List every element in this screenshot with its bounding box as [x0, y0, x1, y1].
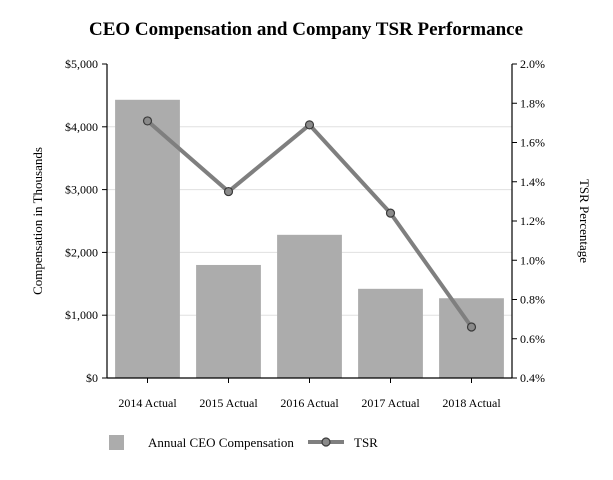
y-tick-label: $5,000 [65, 57, 98, 71]
tsr-point-5 [466, 322, 477, 332]
y-axis-label: Compensation in Thousands [30, 147, 45, 295]
y2-tick-label: 1.2% [520, 214, 545, 228]
legend-bar-swatch [109, 435, 124, 450]
x-tick-label: 2014 Actual [118, 396, 177, 410]
y2-tick-label: 1.0% [520, 253, 545, 267]
y2-tick-label: 2.0% [520, 57, 545, 71]
legend: Annual CEO Compensation TSR [109, 435, 378, 450]
legend-line-marker [321, 437, 331, 447]
y2-tick-label: 1.6% [520, 136, 545, 150]
bars [115, 99, 504, 379]
y-tick-label: $2,000 [65, 245, 98, 259]
y2-tick-label: 0.8% [520, 293, 545, 307]
y2-tick-label: 1.4% [520, 175, 545, 189]
legend-bar-label: Annual CEO Compensation [148, 435, 294, 450]
y-tick-label: $4,000 [65, 120, 98, 134]
y-tick-label: $3,000 [65, 183, 98, 197]
bar-2 [196, 264, 261, 378]
y2-tick-label: 1.8% [520, 96, 545, 110]
y2-tick-label: 0.4% [520, 371, 545, 385]
y-tick-label: $1,000 [65, 308, 98, 322]
legend-line-label: TSR [354, 435, 378, 450]
y2-tick-label: 0.6% [520, 332, 545, 346]
tick-labels: $0 $1,000 $2,000 $3,000 $4,000 $5,000 0.4% 0.6%… [65, 57, 545, 410]
bar-5 [439, 298, 504, 378]
axes [102, 63, 517, 383]
x-tick-label: 2016 Actual [280, 396, 339, 410]
bar-1 [115, 99, 180, 379]
tsr-line-layer [142, 116, 477, 332]
bar-4 [358, 288, 423, 378]
chart-title: CEO Compensation and Company TSR Perform… [89, 19, 523, 40]
tsr-point-2 [223, 186, 234, 197]
x-tick-label: 2015 Actual [199, 396, 258, 410]
y2-axis-label: TSR Percentage [577, 179, 592, 263]
tsr-point-1 [142, 116, 153, 126]
bar-3 [277, 234, 342, 378]
y-tick-label: $0 [86, 371, 98, 385]
x-tick-label: 2018 Actual [442, 396, 501, 410]
x-tick-label: 2017 Actual [361, 396, 420, 410]
tsr-point-4 [385, 208, 396, 218]
tsr-point-3 [304, 120, 315, 130]
